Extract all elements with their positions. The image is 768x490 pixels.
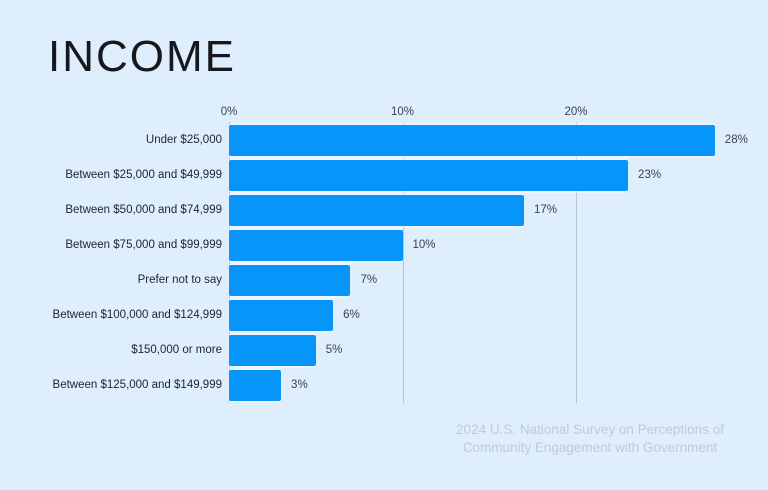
x-tick-label: 20% [564,106,588,118]
gridline [576,122,577,403]
x-tick-label: 0% [220,106,238,118]
source-note-line2: Community Engagement with Government [462,440,718,455]
bar [229,160,629,191]
bar [229,125,715,156]
source-note-line1: 2024 U.S. National Survey on Perceptions… [456,422,724,437]
value-label: 28% [724,134,748,146]
bar-row: Prefer not to say 7% [0,265,768,296]
bar-row: Between $75,000 and $99,999 10% [0,230,768,261]
value-label: 5% [325,344,343,356]
value-label: 3% [291,379,308,391]
gridline [229,122,230,403]
bar-row: Between $25,000 and $49,999 23% [0,160,768,191]
bar-row: Under $25,000 28% [0,125,768,156]
category-label: Between $50,000 and $74,999 [65,204,222,216]
bar [229,230,403,261]
category-label: Between $100,000 and $124,999 [52,309,222,321]
gridline [402,122,404,403]
category-label: $150,000 or more [131,344,222,356]
category-label: Between $25,000 and $49,999 [65,169,222,181]
source-note: 2024 U.S. National Survey on Perceptions… [440,421,740,457]
page-title: INCOME [48,32,236,81]
bar [229,300,334,331]
category-label: Between $125,000 and $149,999 [52,379,222,391]
bar-row: Between $100,000 and $124,999 6% [0,300,768,331]
value-label: 6% [343,309,360,321]
bar-row: Between $125,000 and $149,999 3% [0,370,768,401]
value-label: 7% [360,274,378,286]
bar-row: Between $50,000 and $74,999 17% [0,195,768,226]
bar [229,370,282,401]
value-label: 10% [412,239,436,251]
bar [229,265,351,296]
value-label: 17% [533,204,557,216]
bar-row: $150,000 or more 5% [0,335,768,366]
bar [229,195,524,226]
bar [229,335,316,366]
category-label: Under $25,000 [145,134,222,146]
category-label: Prefer not to say [137,274,222,286]
category-label: Between $75,000 and $99,999 [65,239,222,251]
x-tick-label: 10% [390,106,415,118]
value-label: 23% [638,169,662,181]
